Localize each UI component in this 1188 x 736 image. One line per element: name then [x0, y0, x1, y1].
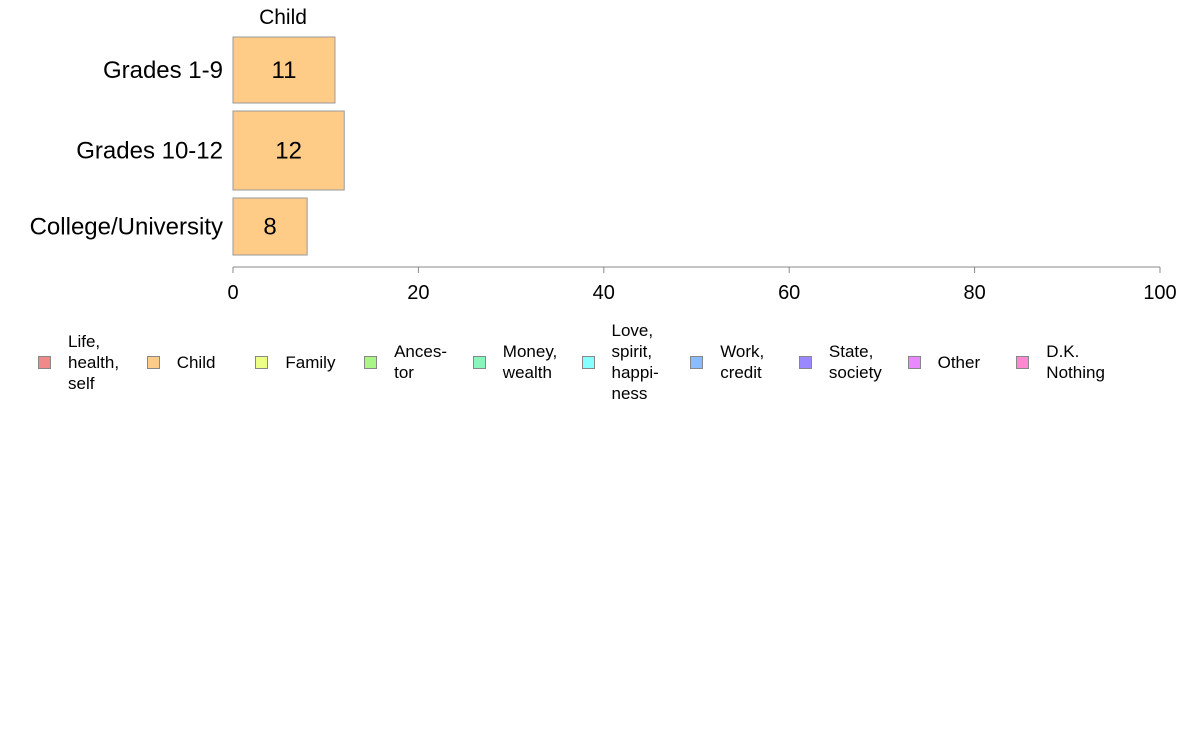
legend-item: D.K. Nothing: [1016, 318, 1118, 406]
legend-swatch: [255, 355, 269, 369]
bar-child-1: [232, 36, 336, 104]
legend-item: Money, wealth: [472, 318, 575, 406]
legend-label: Life, health, self: [68, 331, 120, 393]
legend-label: Other: [937, 352, 981, 372]
legend-swatch: [1016, 355, 1030, 369]
x-tick-label: 40: [593, 282, 615, 304]
panel-title: Child: [259, 6, 307, 29]
data-label: 8: [263, 214, 276, 241]
legend-label: Money, wealth: [502, 342, 558, 382]
bar-child-2: [232, 110, 345, 191]
legend-swatch: [146, 355, 160, 369]
x-tick-label: 60: [778, 282, 800, 304]
legend-label: Love, spirit, happi- ness: [611, 321, 659, 403]
legend-item: Child: [146, 318, 249, 406]
legend-label: Child: [176, 352, 216, 372]
legend-label: Work, credit: [720, 342, 765, 382]
legend: Life, health, self Child Family Ances- tor M…: [38, 318, 1178, 406]
legend-label: Family: [285, 352, 336, 372]
bar-child-3: [232, 197, 308, 256]
chart: Child 11 12 8 Grades 1-9 Grades 10-12 Colleg…: [30, 6, 1177, 304]
legend-label: Ances- tor: [394, 342, 448, 382]
category-label: Grades 10-12: [76, 138, 223, 165]
data-label: 12: [275, 138, 302, 165]
legend-label: State, society: [828, 342, 882, 382]
legend-swatch: [364, 355, 378, 369]
legend-swatch: [907, 355, 921, 369]
legend-swatch: [38, 355, 51, 369]
bars-group: 11 12 8: [232, 36, 345, 256]
legend-item: Family: [255, 318, 357, 406]
legend-swatch: [690, 355, 704, 369]
category-label: College/University: [30, 214, 223, 241]
legend-label: D.K. Nothing: [1046, 342, 1105, 382]
legend-item: Ances- tor: [364, 318, 466, 406]
category-labels: Grades 1-9 Grades 10-12 College/University: [30, 57, 223, 241]
x-tick-label: 80: [963, 282, 985, 304]
legend-item: Other: [907, 318, 1010, 406]
x-tick-label: 100: [1143, 282, 1176, 304]
legend-swatch: [798, 355, 812, 369]
x-axis: 0 20 40 60 80 100: [227, 266, 1177, 304]
legend-item: Love, spirit, happi- ness: [581, 318, 684, 406]
legend-item: Life, health, self: [38, 318, 140, 406]
legend-item: Work, credit: [690, 318, 792, 406]
x-tick-label: 20: [407, 282, 429, 304]
category-label: Grades 1-9: [103, 57, 223, 84]
legend-item: State, society: [798, 318, 901, 406]
legend-swatch: [581, 355, 595, 369]
legend-swatch: [472, 355, 486, 369]
data-label: 11: [272, 57, 297, 84]
x-tick-label: 0: [227, 282, 238, 304]
